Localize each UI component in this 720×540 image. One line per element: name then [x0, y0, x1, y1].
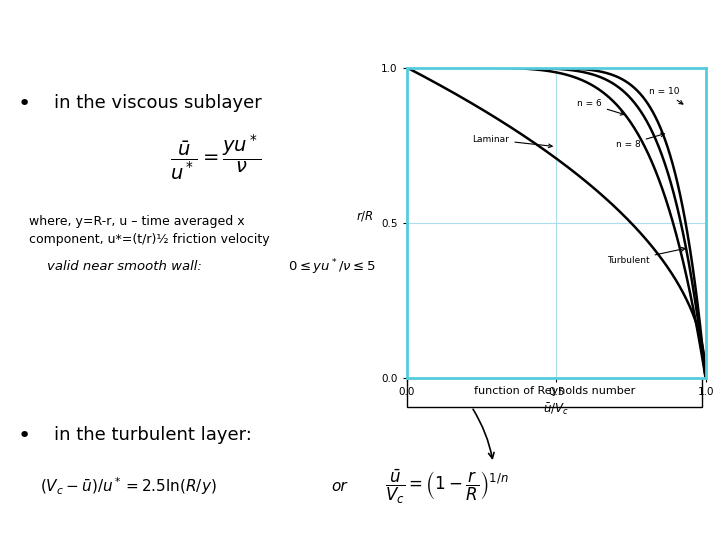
Text: Turbulent velocity profile: Turbulent velocity profile — [103, 19, 617, 53]
Text: function of Reynolds number: function of Reynolds number — [474, 387, 635, 396]
Text: in the turbulent layer:: in the turbulent layer: — [54, 426, 252, 443]
Text: $0 \leq yu^*/\nu \leq 5$: $0 \leq yu^*/\nu \leq 5$ — [288, 258, 376, 277]
Text: •: • — [18, 426, 31, 446]
Text: $\dfrac{\bar{u}}{u^*} = \dfrac{yu^*}{\nu}$: $\dfrac{\bar{u}}{u^*} = \dfrac{yu^*}{\nu… — [170, 132, 262, 182]
Text: •: • — [18, 94, 31, 114]
Text: n = 6: n = 6 — [577, 99, 624, 115]
Text: where, y=R-r, u – time averaged x
component, u*=(t/r)½ friction velocity: where, y=R-r, u – time averaged x compon… — [29, 215, 269, 246]
Text: n = 8: n = 8 — [616, 133, 665, 149]
Text: Laminar: Laminar — [472, 135, 552, 147]
Text: $\dfrac{\bar{u}}{V_c} = \left(1 - \dfrac{r}{R}\right)^{1/n}$: $\dfrac{\bar{u}}{V_c} = \left(1 - \dfrac… — [385, 467, 509, 505]
Text: valid near smooth wall:: valid near smooth wall: — [47, 260, 202, 273]
Text: n = 10: n = 10 — [649, 87, 683, 104]
X-axis label: $\bar{u}/V_c$: $\bar{u}/V_c$ — [544, 401, 569, 417]
Y-axis label: $r/R$: $r/R$ — [356, 209, 374, 222]
Text: or: or — [331, 479, 347, 494]
FancyArrowPatch shape — [473, 409, 494, 458]
Text: in the viscous sublayer: in the viscous sublayer — [54, 94, 262, 112]
FancyBboxPatch shape — [407, 376, 702, 407]
Text: $(V_c - \bar{u})/u^* = 2.5\ln(R/y)$: $(V_c - \bar{u})/u^* = 2.5\ln(R/y)$ — [40, 475, 216, 497]
Text: Turbulent: Turbulent — [607, 247, 685, 265]
